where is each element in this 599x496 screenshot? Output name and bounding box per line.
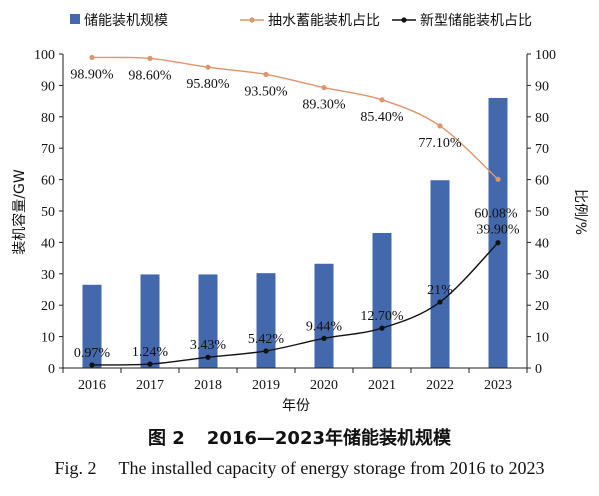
point-series-2-2017 <box>147 361 153 367</box>
data-label-series-2-2020: 9.44% <box>306 319 343 334</box>
bar-2017 <box>140 274 160 368</box>
y-tick-label: 20 <box>41 299 55 314</box>
y-tick-label: 30 <box>41 268 55 283</box>
legend-label-3: 新型储能装机占比 <box>420 13 532 29</box>
data-label-series-1-2016: 98.90% <box>70 67 114 82</box>
data-labels: 98.90% 98.60% 95.80% 93.50% 89.30% 85.40% 77.1… <box>70 67 520 361</box>
point-series-1-2021 <box>379 97 385 103</box>
caption-chinese: 图 2 2016—2023年储能装机规模 <box>0 424 599 450</box>
point-series-2-2018 <box>205 354 211 360</box>
y2-tick-label: 100 <box>535 48 556 63</box>
point-series-2-2021 <box>379 325 385 331</box>
y2-tick-label: 90 <box>535 79 549 94</box>
bar-2023 <box>488 97 508 369</box>
legend-label-1: 储能装机规模 <box>84 13 168 29</box>
y-tick-label: 50 <box>41 205 55 220</box>
bar-2021 <box>372 232 392 368</box>
y-tick-label: 70 <box>41 142 55 157</box>
caption-english-text: The installed capacity of energy storage… <box>118 458 545 478</box>
legend-swatch-marker-2 <box>249 17 255 23</box>
point-series-1-2019 <box>263 71 269 78</box>
data-label-series-1-2017: 98.60% <box>128 68 172 83</box>
data-label-series-1-2020: 89.30% <box>302 98 346 113</box>
point-series-1-2016 <box>89 54 95 61</box>
point-series-2-2023 <box>495 240 501 246</box>
bar-2022 <box>430 180 450 368</box>
data-label-series-2-2019: 5.42% <box>248 332 285 347</box>
data-label-series-1-2023: 60.08% <box>474 206 518 221</box>
x-tick-label: 2016 <box>78 378 106 393</box>
caption-english: Fig. 2 The installed capacity of energy s… <box>0 458 599 479</box>
x-tick-label: 2021 <box>368 378 396 393</box>
y-tick-label: 40 <box>41 236 55 251</box>
data-label-series-2-2022: 21% <box>427 283 453 298</box>
data-label-series-2-2017: 1.24% <box>132 345 169 360</box>
point-series-1-2018 <box>205 64 211 70</box>
data-label-series-1-2019: 93.50% <box>244 84 288 99</box>
legend-swatch-marker-3 <box>401 17 407 23</box>
bar-2020 <box>314 263 334 368</box>
y-tick-label: 60 <box>41 174 55 189</box>
y-tick-label: 100 <box>34 48 55 63</box>
y2-axis-title: 比例/% <box>572 189 588 235</box>
legend: 储能装机规模 抽水蓄能装机占比 新型储能装机占比 <box>70 13 532 29</box>
data-label-series-2-2016: 0.97% <box>74 346 111 361</box>
data-label-series-2-2021: 12.70% <box>360 309 404 324</box>
y2-tick-label: 50 <box>535 205 549 220</box>
y2-tick-label: 40 <box>535 236 549 251</box>
bars <box>82 97 508 369</box>
x-tick-label: 2023 <box>484 378 512 393</box>
point-series-2-2016 <box>89 362 95 368</box>
y2-tick-label: 0 <box>535 362 542 377</box>
lines <box>89 54 501 368</box>
bar-2018 <box>198 274 218 368</box>
data-label-series-2-2023: 39.90% <box>476 223 520 238</box>
point-series-1-2017 <box>147 55 153 61</box>
legend-swatch-1 <box>70 14 80 24</box>
data-label-series-2-2018: 3.43% <box>190 338 227 353</box>
x-tick-label: 2019 <box>252 378 280 393</box>
caption-chinese-number: 图 2 <box>148 428 185 449</box>
point-series-2-2022 <box>437 299 443 305</box>
point-series-1-2022 <box>437 123 443 129</box>
y2-tick-label: 10 <box>535 331 549 346</box>
point-series-2-2019 <box>263 348 269 354</box>
data-label-series-1-2018: 95.80% <box>186 77 230 92</box>
legend-label-2: 抽水蓄能装机占比 <box>268 13 380 29</box>
y-tick-label: 0 <box>48 362 55 377</box>
point-series-1-2023 <box>495 176 501 182</box>
data-label-series-1-2021: 85.40% <box>360 110 404 125</box>
y-tick-label: 90 <box>41 79 55 94</box>
data-label-series-1-2022: 77.10% <box>418 136 462 151</box>
y2-tick-label: 80 <box>535 111 549 126</box>
x-tick-label: 2022 <box>426 378 454 393</box>
x-tick-label: 2020 <box>310 378 338 393</box>
y-tick-label: 10 <box>41 331 55 346</box>
point-series-2-2020 <box>321 335 327 341</box>
bar-2019 <box>256 273 276 368</box>
point-series-1-2020 <box>321 84 327 91</box>
y2-tick-label: 70 <box>535 142 549 157</box>
y2-tick-label: 20 <box>535 299 549 314</box>
caption-english-number: Fig. 2 <box>54 458 97 478</box>
x-axis-title: 年份 <box>282 398 310 414</box>
y-axis-title: 装机容量/GW <box>11 169 28 255</box>
x-tick-label: 2017 <box>136 378 164 393</box>
bar-2016 <box>82 284 102 368</box>
x-tick-label: 2018 <box>194 378 222 393</box>
y2-tick-label: 60 <box>535 174 549 189</box>
caption-chinese-text: 2016—2023年储能装机规模 <box>206 428 451 449</box>
y-tick-label: 80 <box>41 111 55 126</box>
y2-tick-label: 30 <box>535 268 549 283</box>
